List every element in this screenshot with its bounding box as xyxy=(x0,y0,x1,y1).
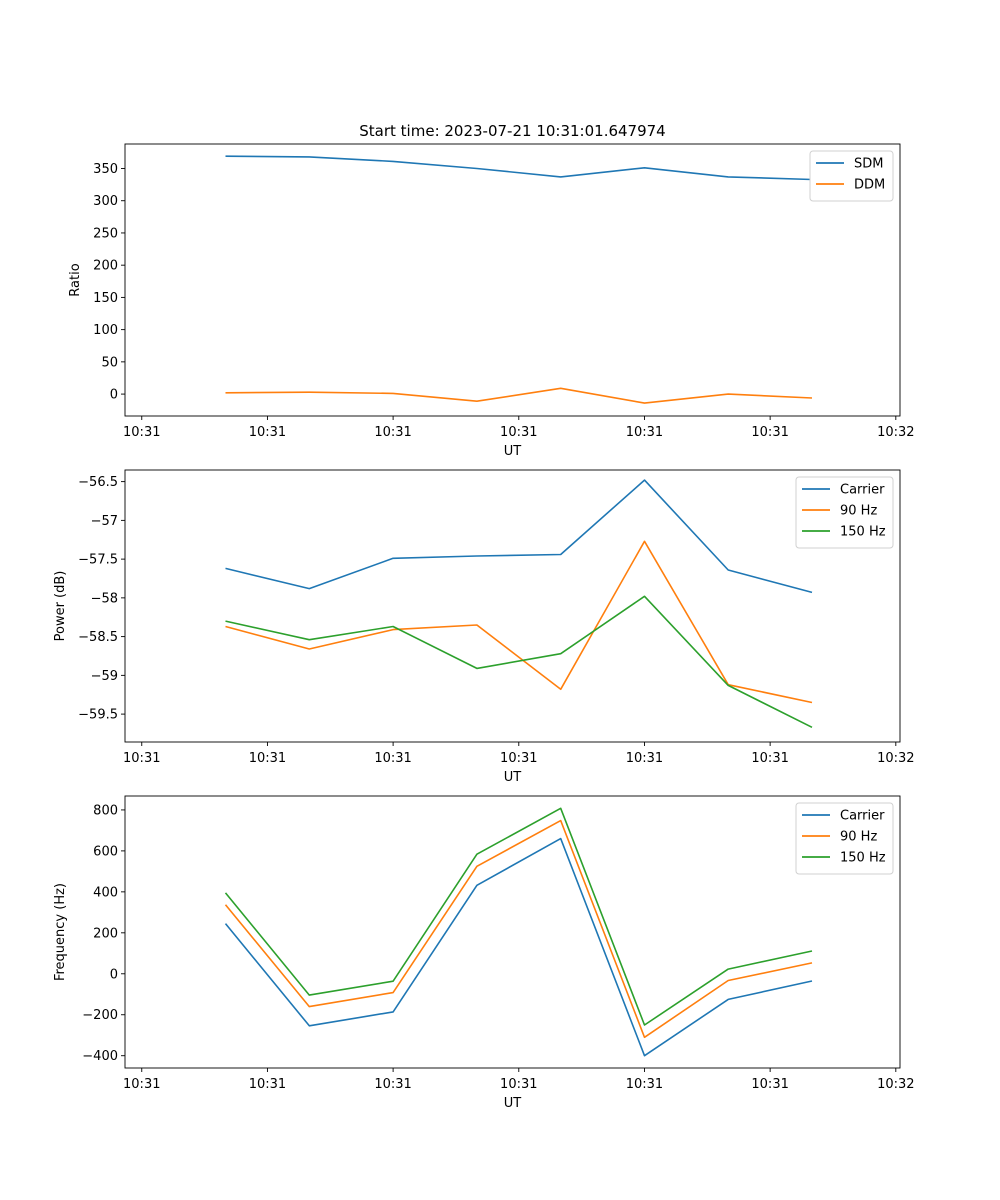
y-tick-label: 300 xyxy=(93,194,118,209)
series-line-carrier xyxy=(224,837,813,1057)
x-tick-label: 10:32 xyxy=(877,751,914,766)
y-tick-label: 600 xyxy=(93,844,118,859)
x-tick-label: 10:31 xyxy=(374,751,411,766)
series-line-carrier xyxy=(225,479,813,594)
x-tick-label: 10:31 xyxy=(626,1077,663,1092)
x-tick-label: 10:31 xyxy=(500,425,537,440)
y-tick-label: 0 xyxy=(110,967,118,982)
x-tick-label: 10:32 xyxy=(877,425,914,440)
x-axis-label: UT xyxy=(504,1096,522,1111)
y-tick-label: 200 xyxy=(93,926,118,941)
legend-label: 90 Hz xyxy=(840,504,877,519)
chart-panel-3: −400 −200 0 200 400 600 800 10:31 10:31 10:31 10:3… xyxy=(53,795,915,1111)
x-tick-label: 10:31 xyxy=(123,425,160,440)
y-tick-label: 0 xyxy=(110,388,118,403)
chart-title: Start time: 2023-07-21 10:31:01.647974 xyxy=(359,122,665,140)
legend: SDM DDM xyxy=(809,150,894,202)
y-tick-label: −56.5 xyxy=(78,475,118,490)
y-tick-label: −58.5 xyxy=(78,630,118,645)
y-axis-label: Power (dB) xyxy=(53,571,68,642)
x-axis-label: UT xyxy=(504,770,522,785)
x-tick-label: 10:31 xyxy=(500,751,537,766)
y-tick-label: 350 xyxy=(93,162,118,177)
legend-label: SDM xyxy=(854,157,883,172)
x-tick-label: 10:31 xyxy=(626,425,663,440)
y-tick-label: −58 xyxy=(91,591,118,606)
series-line-ddm xyxy=(225,387,813,404)
series-line-90-hz xyxy=(224,819,813,1039)
y-tick-label: 100 xyxy=(93,323,118,338)
legend-label: 90 Hz xyxy=(840,830,877,845)
x-tick-label: 10:31 xyxy=(500,1077,537,1092)
x-tick-label: 10:31 xyxy=(374,425,411,440)
axes-frame xyxy=(124,795,901,1069)
x-tick-label: 10:31 xyxy=(123,751,160,766)
series-line-sdm xyxy=(225,155,813,181)
legend-label: DDM xyxy=(854,178,885,193)
legend-label: Carrier xyxy=(840,809,885,824)
y-tick-label: 800 xyxy=(93,803,118,818)
y-tick-label: −57.5 xyxy=(78,553,118,568)
x-tick-label: 10:31 xyxy=(249,751,286,766)
y-tick-label: 400 xyxy=(93,885,118,900)
x-tick-label: 10:31 xyxy=(626,751,663,766)
y-tick-label: −59 xyxy=(91,669,118,684)
x-tick-label: 10:31 xyxy=(249,1077,286,1092)
x-tick-label: 10:31 xyxy=(123,1077,160,1092)
legend-label: 150 Hz xyxy=(840,851,886,866)
x-tick-label: 10:31 xyxy=(751,751,788,766)
series-line-90-hz xyxy=(225,540,813,704)
axes-frame xyxy=(124,143,901,417)
y-axis-label: Ratio xyxy=(68,263,83,296)
y-tick-label: −400 xyxy=(82,1049,118,1064)
legend-label: 150 Hz xyxy=(840,525,886,540)
series-line-150-hz xyxy=(224,807,813,1026)
legend: Carrier 90 Hz 150 Hz xyxy=(795,476,894,549)
x-tick-label: 10:31 xyxy=(374,1077,411,1092)
y-tick-label: −59.5 xyxy=(78,708,118,723)
axes-frame xyxy=(124,469,901,743)
y-tick-label: 200 xyxy=(93,259,118,274)
series-line-150-hz xyxy=(225,595,813,729)
legend: Carrier 90 Hz 150 Hz xyxy=(795,802,894,875)
y-tick-label: −200 xyxy=(82,1008,118,1023)
chart-panel-2: −59.5 −59 −58.5 −58 −57.5 −57 −56.5 10:31 10:31 1… xyxy=(53,469,915,785)
y-tick-label: 150 xyxy=(93,291,118,306)
x-tick-label: 10:31 xyxy=(751,1077,788,1092)
x-axis-label: UT xyxy=(504,444,522,459)
legend-label: Carrier xyxy=(840,483,885,498)
y-tick-label: 50 xyxy=(101,355,118,370)
x-tick-label: 10:32 xyxy=(877,1077,914,1092)
y-tick-label: 250 xyxy=(93,226,118,241)
y-axis-label: Frequency (Hz) xyxy=(53,883,68,981)
y-tick-label: −57 xyxy=(91,514,118,529)
x-tick-label: 10:31 xyxy=(249,425,286,440)
chart-panel-1: Start time: 2023-07-21 10:31:01.647974 0 5… xyxy=(68,122,915,459)
x-tick-label: 10:31 xyxy=(751,425,788,440)
